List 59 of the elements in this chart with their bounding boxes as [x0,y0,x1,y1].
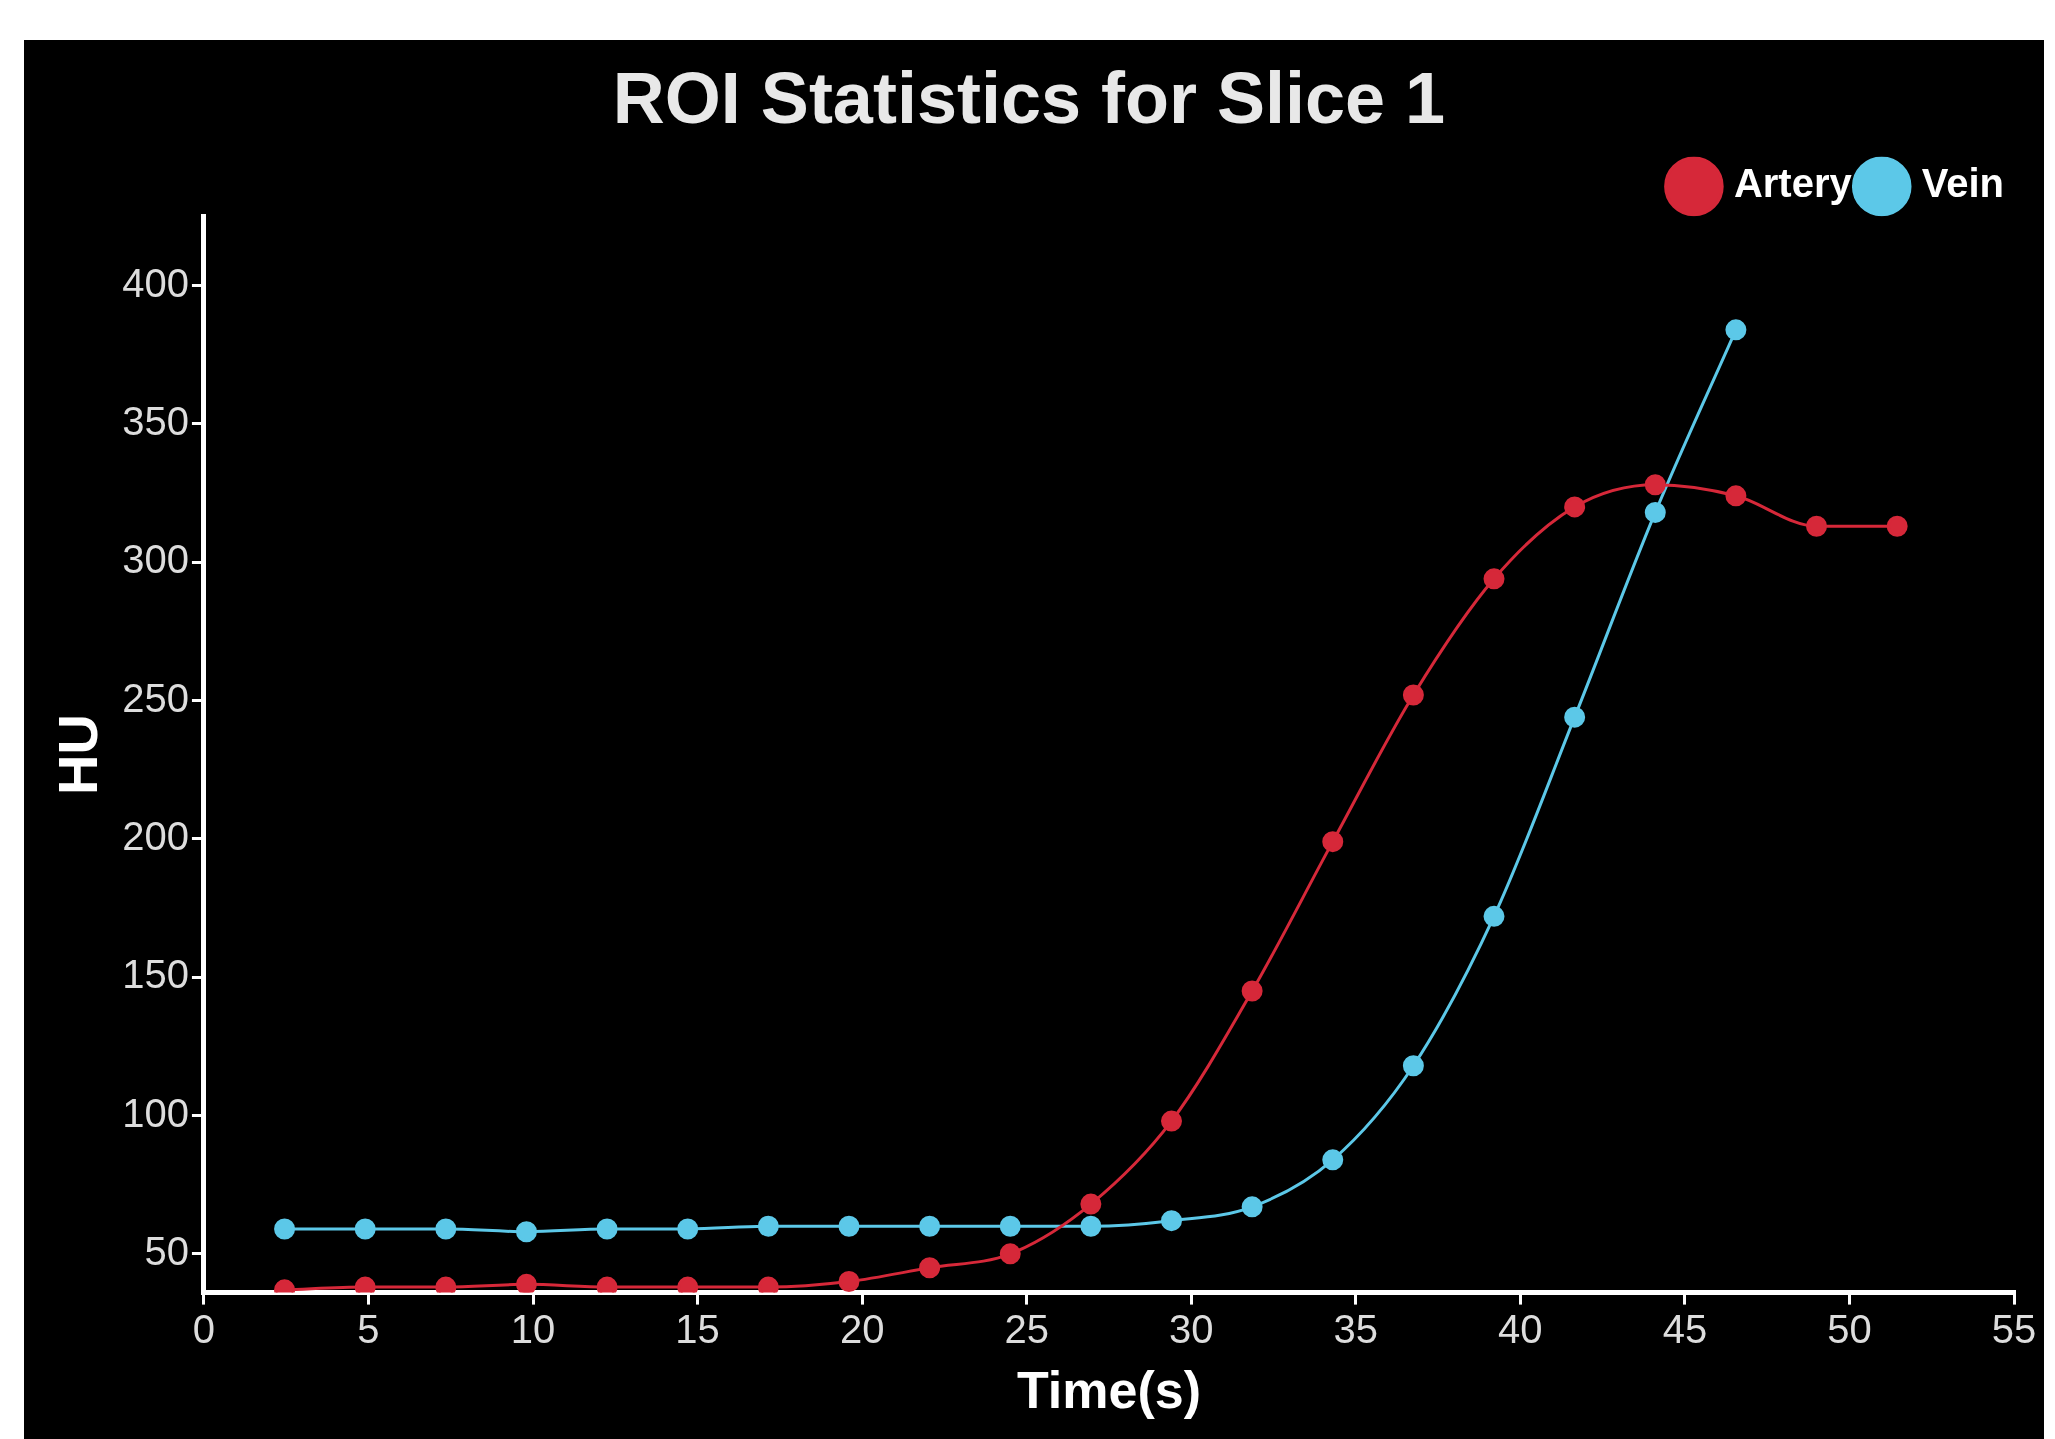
point [435,1218,457,1240]
y-tick-label: 250 [122,675,189,720]
point [1725,319,1747,341]
x-tick-label: 15 [675,1306,720,1351]
point [1080,1193,1102,1215]
point [1644,474,1666,496]
x-tick-label: 45 [1662,1306,1708,1351]
point [596,1218,618,1240]
point [1402,684,1424,706]
point [677,1218,699,1240]
x-tick-label: 25 [1004,1306,1049,1351]
x-tick-label: 0 [192,1306,216,1351]
y-tick-label: 300 [122,537,189,582]
point [1483,905,1505,927]
point [1725,485,1747,507]
y-tick-label: 400 [122,260,189,305]
x-tick-label: 40 [1498,1306,1543,1351]
point [354,1218,376,1240]
point [1322,831,1344,853]
point [1806,515,1828,537]
point [1322,1149,1344,1171]
point [1564,496,1586,518]
point [999,1243,1021,1265]
point [919,1215,941,1237]
point [1161,1110,1182,1132]
y-tick-label: 150 [122,952,189,997]
point [757,1215,779,1237]
legend-label: Artery [1733,161,1853,206]
point [1402,1055,1424,1077]
y-tick-label: 200 [122,813,189,858]
point [999,1215,1021,1237]
y-tick-label: 50 [144,1228,189,1273]
x-tick-label: 5 [357,1306,380,1351]
point [1241,980,1263,1002]
point [919,1257,941,1279]
point [1564,706,1586,728]
y-tick-label: 350 [122,398,189,443]
x-tick-label: 30 [1168,1306,1214,1351]
x-axis-title: Time(s) [1016,1361,1201,1420]
y-axis-title: HU [46,714,110,795]
point [515,1273,537,1293]
x-tick-label: 35 [1333,1306,1379,1351]
x-tick-label: 50 [1827,1306,1872,1351]
point [515,1221,537,1243]
point [1241,1196,1263,1218]
point [1644,501,1666,523]
point [1161,1210,1182,1232]
y-tick-label: 100 [122,1090,189,1135]
point [274,1218,296,1240]
x-tick-label: 20 [839,1306,885,1351]
x-tick-label: 55 [1991,1306,2037,1351]
point [1886,515,1908,537]
x-tick-label: 10 [510,1306,556,1351]
point [1483,568,1505,590]
point [838,1215,860,1237]
legend-label: Vein [1921,161,2004,206]
chart-title: ROI Statistics for Slice 1 [612,58,1446,139]
point [838,1271,860,1293]
point [1080,1215,1102,1237]
